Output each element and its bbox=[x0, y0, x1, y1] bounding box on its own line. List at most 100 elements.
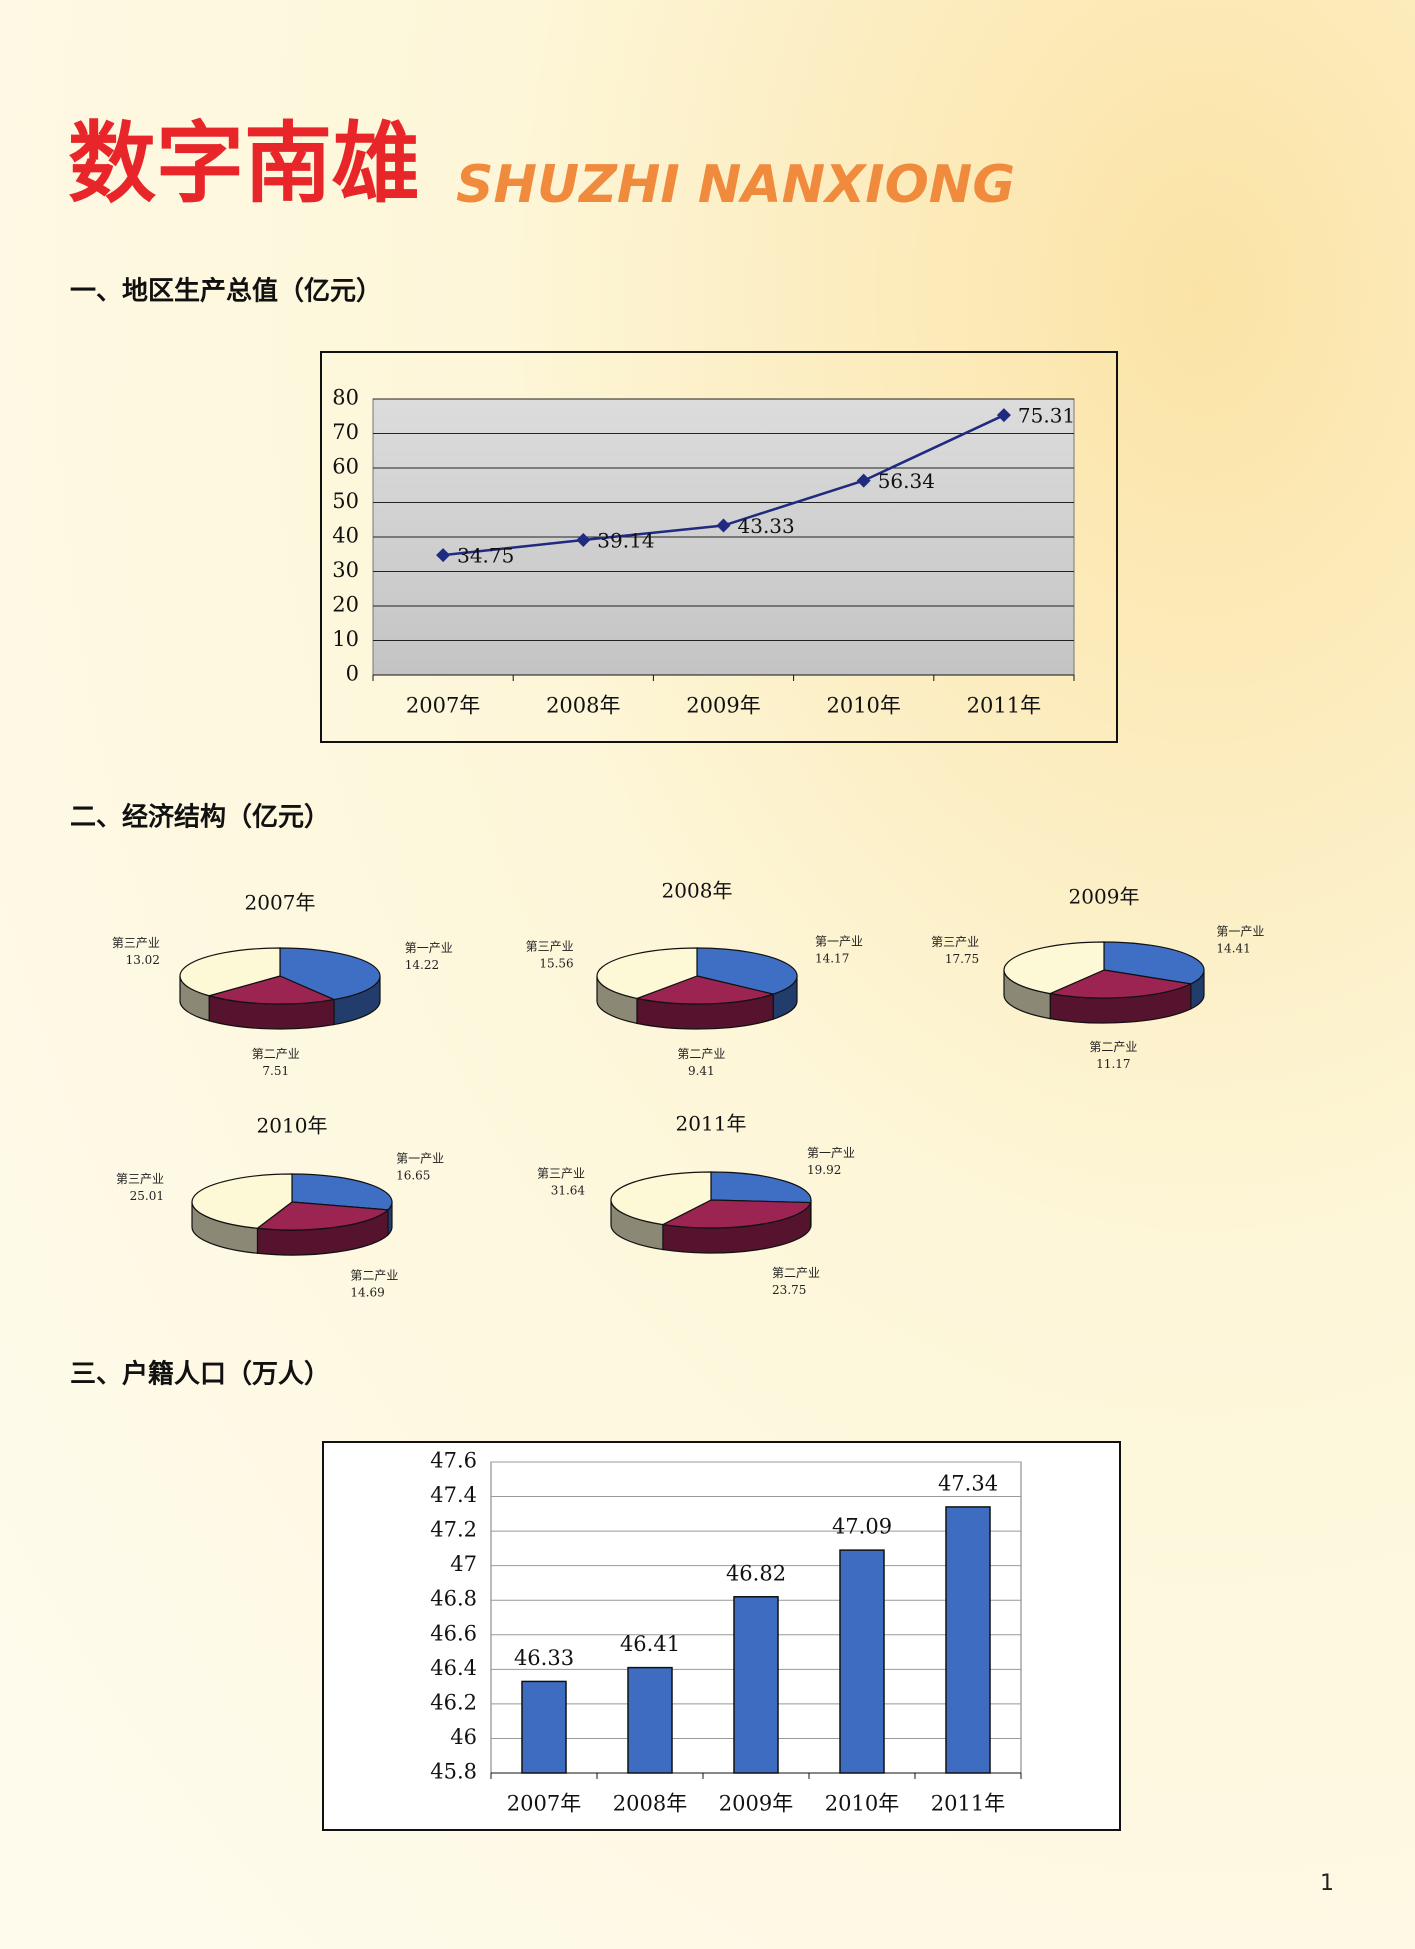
pie-label-name: 第一产业 bbox=[815, 934, 863, 948]
y-tick-label: 10 bbox=[332, 627, 359, 651]
y-tick-label: 70 bbox=[332, 420, 359, 444]
pie-label-name: 第二产业 bbox=[677, 1047, 725, 1061]
pie-label-value: 14.41 bbox=[1216, 941, 1250, 955]
y-tick-label: 50 bbox=[332, 489, 359, 513]
bar bbox=[945, 1506, 991, 1774]
y-tick-label: 0 bbox=[346, 662, 359, 686]
pie-title: 2007年 bbox=[245, 891, 316, 915]
pie-label-name: 第一产业 bbox=[396, 1152, 444, 1166]
data-label: 43.33 bbox=[738, 514, 795, 538]
bar bbox=[733, 1596, 779, 1774]
section-heading: 三、户籍人口（万人） bbox=[70, 1359, 330, 1390]
marker bbox=[996, 408, 1011, 423]
pie-label-name: 第三产业 bbox=[116, 1172, 164, 1186]
pie-label-value: 19.92 bbox=[807, 1163, 841, 1177]
pie-label-name: 第二产业 bbox=[772, 1266, 820, 1280]
pie-label-name: 第三产业 bbox=[931, 935, 979, 949]
y-tick-label: 46 bbox=[450, 1725, 477, 1749]
pie-slice bbox=[710, 1171, 812, 1204]
y-tick-label: 80 bbox=[332, 386, 359, 410]
data-label: 46.82 bbox=[726, 1561, 786, 1585]
pie-slice bbox=[610, 1171, 712, 1226]
pie-title: 2011年 bbox=[676, 1112, 747, 1136]
pie-title: 2008年 bbox=[662, 879, 733, 903]
x-tick-label: 2008年 bbox=[613, 1792, 687, 1816]
marker bbox=[856, 473, 871, 488]
y-tick-label: 40 bbox=[332, 524, 359, 548]
pie-label-name: 第一产业 bbox=[1216, 924, 1264, 938]
bar bbox=[627, 1666, 673, 1774]
y-tick-label: 46.6 bbox=[430, 1621, 477, 1645]
data-label: 75.31 bbox=[1018, 404, 1075, 428]
pie-label-name: 第二产业 bbox=[350, 1268, 398, 1282]
pie-label-name: 第一产业 bbox=[807, 1146, 855, 1160]
data-label: 34.75 bbox=[457, 544, 514, 568]
y-tick-label: 46.4 bbox=[430, 1656, 477, 1680]
pie-slice bbox=[255, 1201, 390, 1231]
x-tick-label: 2008年 bbox=[546, 694, 620, 718]
pie-label-name: 第三产业 bbox=[112, 936, 160, 950]
y-tick-label: 30 bbox=[332, 558, 359, 582]
chart-frame bbox=[320, 351, 1118, 743]
pie-label-value: 23.75 bbox=[772, 1283, 806, 1297]
x-tick-label: 2011年 bbox=[931, 1792, 1005, 1816]
data-label: 46.41 bbox=[620, 1632, 680, 1656]
page-number: 1 bbox=[1320, 1871, 1334, 1896]
pie-title: 2009年 bbox=[1069, 885, 1140, 909]
section-heading: 一、地区生产总值（亿元） bbox=[70, 277, 382, 307]
data-label: 47.09 bbox=[832, 1515, 892, 1539]
x-tick-label: 2009年 bbox=[686, 694, 760, 718]
pie-slice bbox=[179, 947, 281, 997]
pie-slice bbox=[191, 1173, 293, 1229]
y-tick-label: 46.8 bbox=[430, 1587, 477, 1611]
x-tick-label: 2007年 bbox=[406, 694, 480, 718]
pie-slice bbox=[596, 947, 698, 1000]
y-tick-label: 45.8 bbox=[430, 1760, 477, 1784]
section-heading: 二、经济结构（亿元） bbox=[70, 802, 330, 833]
marker bbox=[716, 518, 731, 533]
x-tick-label: 2007年 bbox=[507, 1792, 581, 1816]
y-tick-label: 46.2 bbox=[430, 1690, 477, 1714]
marker bbox=[436, 548, 451, 563]
pie-label-name: 第三产业 bbox=[526, 939, 574, 953]
pie-label-name: 第二产业 bbox=[1089, 1040, 1137, 1054]
pie-slice bbox=[291, 1173, 393, 1211]
marker bbox=[576, 532, 591, 547]
pie-slice bbox=[1003, 941, 1105, 995]
bar bbox=[521, 1680, 567, 1774]
page-subtitle: SHUZHI NANXIONG bbox=[456, 155, 1015, 215]
pie-label-value: 11.17 bbox=[1096, 1057, 1130, 1071]
pie-label-value: 14.17 bbox=[815, 951, 849, 965]
data-label: 46.33 bbox=[514, 1646, 574, 1670]
data-label: 47.34 bbox=[938, 1471, 998, 1495]
pie-label-value: 7.51 bbox=[262, 1064, 289, 1078]
data-label: 56.34 bbox=[878, 469, 935, 493]
pie-label-name: 第一产业 bbox=[405, 941, 453, 955]
pie-label-value: 14.69 bbox=[350, 1285, 384, 1299]
x-tick-label: 2010年 bbox=[826, 694, 900, 718]
pie-label-value: 15.56 bbox=[539, 956, 573, 970]
y-tick-label: 47.6 bbox=[430, 1449, 477, 1473]
y-tick-label: 47.4 bbox=[430, 1483, 477, 1507]
pie-slice bbox=[634, 975, 776, 1005]
pie-label-value: 16.65 bbox=[396, 1169, 430, 1183]
pie-title: 2010年 bbox=[257, 1114, 328, 1138]
page-title: 数字南雄 bbox=[68, 112, 420, 215]
y-tick-label: 20 bbox=[332, 593, 359, 617]
y-tick-label: 47 bbox=[450, 1552, 477, 1576]
pie-label-value: 13.02 bbox=[126, 953, 160, 967]
x-tick-label: 2009年 bbox=[719, 1792, 793, 1816]
pie-slice bbox=[660, 1199, 812, 1229]
pie-label-name: 第二产业 bbox=[252, 1047, 300, 1061]
pie-label-value: 9.41 bbox=[688, 1064, 715, 1078]
pie-label-value: 14.22 bbox=[405, 958, 439, 972]
y-tick-label: 60 bbox=[332, 455, 359, 479]
pie-slice bbox=[206, 975, 337, 1005]
pie-label-value: 17.75 bbox=[945, 952, 979, 966]
pie-label-value: 31.64 bbox=[551, 1184, 586, 1198]
pie-label-value: 25.01 bbox=[130, 1189, 164, 1203]
pie-slice bbox=[696, 947, 798, 995]
x-tick-label: 2010年 bbox=[825, 1792, 899, 1816]
